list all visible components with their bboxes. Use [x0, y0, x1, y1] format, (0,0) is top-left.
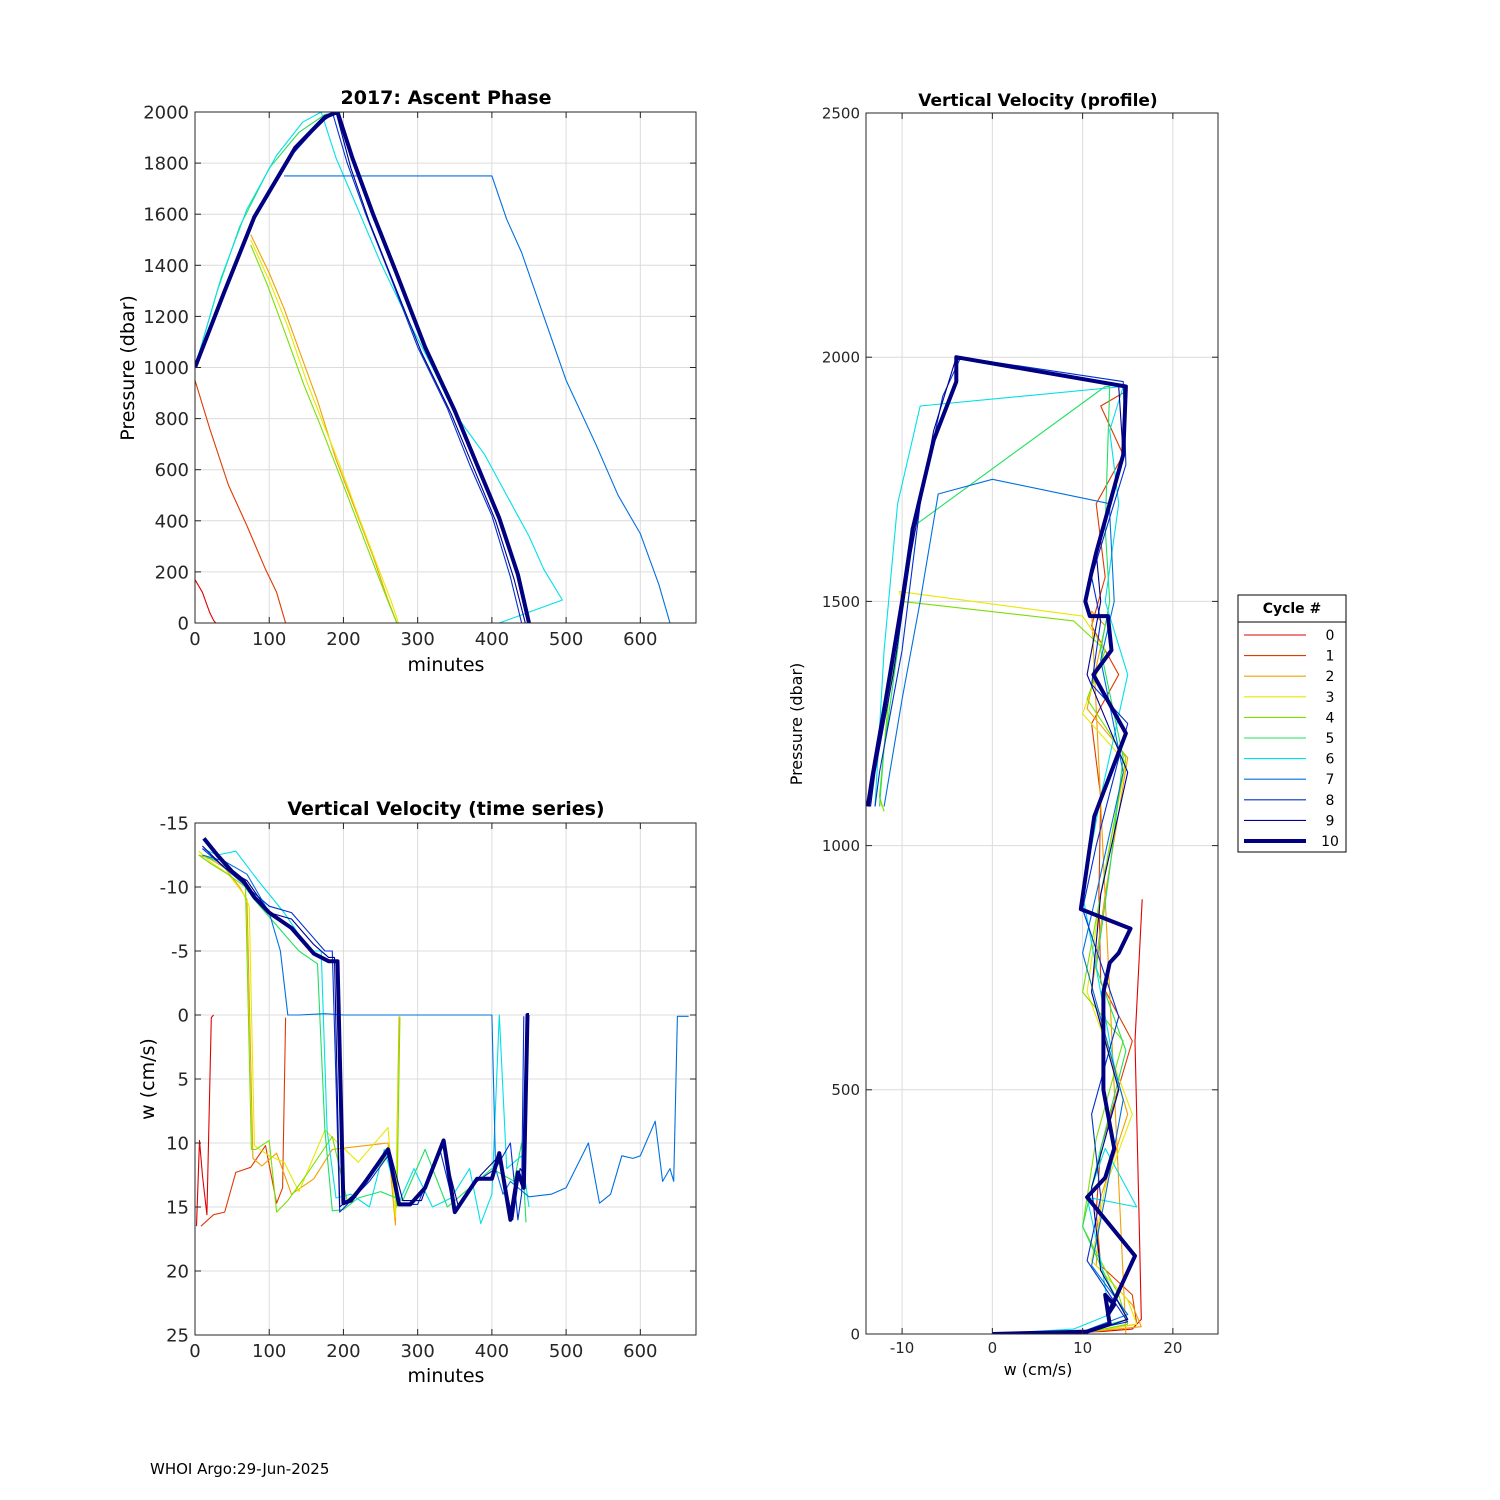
profile-plot: -10 0 10 20 0 500 1000 1500 2000 2500 Vertical Vel…: [787, 91, 1219, 1379]
ascent-series-cycle-10: [195, 112, 531, 623]
profile-ytick-label: 500: [831, 1081, 860, 1099]
timeseries-series-group: [195, 837, 689, 1227]
timeseries-series-cycle-1: [200, 1017, 287, 1227]
profile-xtick-label: 10: [1073, 1339, 1092, 1357]
ascent-ytick-label: 200: [155, 562, 189, 583]
profile-ytick-label: 1500: [822, 593, 860, 611]
profile-ytick-label: 2500: [822, 104, 860, 122]
footer-credit: WHOI Argo:29-Jun-2025: [150, 1460, 330, 1478]
profile-axes-frame: [865, 112, 1219, 1335]
profile-series-group: [866, 355, 1143, 1334]
timeseries-ytick-label: -15: [160, 813, 189, 834]
timeseries-xtick-label: 100: [252, 1341, 286, 1362]
legend-label-cycle-6: 6: [1326, 752, 1335, 768]
profile-series-cycle-0: [992, 899, 1143, 1334]
legend-label-cycle-5: 5: [1326, 731, 1335, 747]
ascent-xtick-label: 100: [252, 629, 286, 650]
legend-box: [1237, 594, 1347, 853]
timeseries-series-cycle-3: [198, 850, 401, 1218]
ascent-xtick-label: 0: [189, 629, 200, 650]
ascent-ytick-label: 2000: [143, 102, 189, 123]
timeseries-xtick-label: 0: [189, 1341, 200, 1362]
legend-label-cycle-0: 0: [1326, 628, 1335, 644]
ascent-xtick-label: 600: [623, 629, 657, 650]
timeseries-xtick-label: 500: [549, 1341, 583, 1362]
profile-series-cycle-1: [992, 388, 1138, 1334]
timeseries-ytick-label: 25: [166, 1325, 189, 1346]
timeseries-ylabel: w (cm/s): [137, 1038, 159, 1120]
timeseries-series-cycle-0: [195, 1014, 215, 1227]
ascent-ytick-label: 1000: [143, 358, 189, 379]
ascent-ytick-label: 1600: [143, 205, 189, 226]
profile-series-cycle-7: [883, 478, 1129, 1334]
legend-label-cycle-9: 9: [1326, 813, 1335, 829]
cycle-legend: Cycle # 0 1 2 3 4 5 6 7 8 9 10: [1237, 594, 1347, 853]
ascent-xtick-label: 300: [400, 629, 434, 650]
ascent-ytick-label: 800: [155, 409, 189, 430]
timeseries-series-cycle-5: [202, 854, 527, 1223]
ascent-series-cycle-4: [250, 244, 398, 623]
profile-series-cycle-9: [869, 356, 1129, 1334]
ascent-xtick-label: 200: [326, 629, 360, 650]
ascent-ytick-label: 600: [155, 460, 189, 481]
timeseries-series-cycle-8: [202, 848, 525, 1221]
timeseries-xtick-label: 300: [400, 1341, 434, 1362]
ascent-series-cycle-2: [250, 234, 398, 623]
timeseries-xlabel: minutes: [408, 1365, 485, 1387]
profile-ytick-label: 0: [850, 1325, 860, 1343]
legend-label-cycle-4: 4: [1326, 710, 1335, 726]
legend-title: Cycle #: [1263, 601, 1322, 617]
timeseries-xtick-label: 200: [326, 1341, 360, 1362]
timeseries-ytick-label: -5: [171, 941, 189, 962]
profile-xlabel: w (cm/s): [1004, 1360, 1073, 1379]
profile-xtick-label: 20: [1163, 1339, 1182, 1357]
timeseries-series-cycle-10: [202, 837, 530, 1222]
timeseries-series-cycle-2: [198, 854, 400, 1226]
ascent-ytick-label: 1200: [143, 307, 189, 328]
ascent-xtick-label: 500: [549, 629, 583, 650]
ascent-series-cycle-0: [195, 579, 217, 623]
timeseries-ytick-label: 5: [178, 1069, 189, 1090]
timeseries-ytick-label: 15: [166, 1197, 189, 1218]
legend-label-cycle-10: 10: [1321, 834, 1339, 850]
timeseries-ytick-label: -10: [160, 877, 189, 898]
profile-xtick-label: 0: [988, 1339, 998, 1357]
ascent-xtick-label: 400: [475, 629, 509, 650]
time-series-plot: 0 100 200 300 400 500 600 25 20 15 10 5 0 -5 -10 -15 Ver…: [137, 798, 697, 1387]
legend-label-cycle-7: 7: [1326, 772, 1335, 788]
ascent-ytick-label: 1400: [143, 256, 189, 277]
profile-title: Vertical Velocity (profile): [918, 91, 1157, 111]
ascent-ytick-label: 400: [155, 511, 189, 532]
ascent-ylabel: Pressure (dbar): [117, 295, 139, 441]
ascent-xlabel: minutes: [408, 654, 485, 676]
timeseries-ytick-label: 20: [166, 1261, 189, 1282]
timeseries-series-cycle-7: [202, 854, 689, 1204]
ascent-series-cycle-3: [250, 239, 399, 623]
ascent-series-cycle-1: [195, 380, 287, 623]
profile-ytick-label: 2000: [822, 349, 860, 367]
ascent-ytick-label: 1800: [143, 154, 189, 175]
timeseries-xtick-label: 600: [623, 1341, 657, 1362]
ascent-series-cycle-7: [284, 175, 674, 623]
legend-label-cycle-1: 1: [1326, 649, 1335, 665]
profile-axes-background: [866, 113, 1218, 1334]
legend-label-cycle-2: 2: [1326, 669, 1335, 685]
profile-xtick-label: -10: [890, 1339, 915, 1357]
profile-ylabel: Pressure (dbar): [787, 663, 806, 786]
legend-label-cycle-8: 8: [1326, 793, 1335, 809]
timeseries-ytick-label: 0: [178, 1005, 189, 1026]
ascent-title: 2017: Ascent Phase: [341, 87, 552, 109]
profile-ytick-label: 1000: [822, 837, 860, 855]
ascent-ytick-label: 0: [178, 613, 189, 634]
timeseries-title: Vertical Velocity (time series): [287, 798, 604, 820]
timeseries-ytick-label: 10: [166, 1133, 189, 1154]
ascent-series-group: [195, 112, 674, 623]
ascent-phase-plot: 0 100 200 300 400 500 600 0 200 400 600 800 1000 1200…: [117, 87, 697, 676]
legend-label-cycle-3: 3: [1326, 690, 1335, 706]
profile-series-cycle-10: [866, 355, 1137, 1334]
timeseries-xtick-label: 400: [475, 1341, 509, 1362]
